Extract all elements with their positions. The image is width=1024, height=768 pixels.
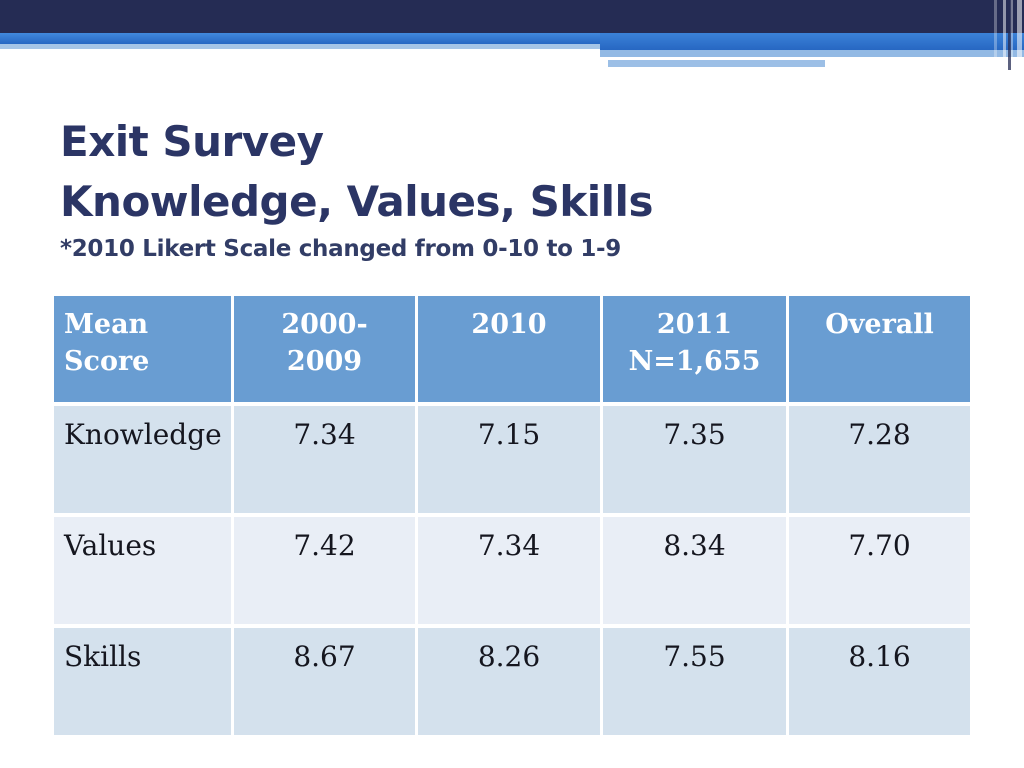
banner-edge-stripes (990, 0, 1024, 70)
banner-navy-bar (0, 0, 1024, 33)
row-label-values: Values (54, 517, 231, 624)
top-banner (0, 0, 1024, 80)
value-skills-2010: 8.26 (418, 628, 600, 735)
title-block: Exit Survey Knowledge, Values, Skills *2… (60, 112, 980, 262)
banner-edge-dark-line (1008, 0, 1011, 70)
header-line: 2010 (471, 309, 547, 340)
value-knowledge-2011: 7.35 (603, 406, 786, 513)
header-cell-2010: 2010 (418, 296, 600, 402)
header-line: Overall (825, 309, 934, 340)
mean-score-table: Mean Score 2000- 2009 2010 2011 N=1,655 … (54, 296, 973, 735)
header-line: 2011 (656, 309, 733, 340)
value-knowledge-2010: 7.15 (418, 406, 600, 513)
header-cell-overall: Overall (789, 296, 970, 402)
slide-footnote: *2010 Likert Scale changed from 0-10 to … (60, 236, 621, 262)
header-cell-mean-score: Mean Score (54, 296, 231, 402)
value-values-overall: 7.70 (789, 517, 970, 624)
value-knowledge-2000-2009: 7.34 (234, 406, 415, 513)
value-knowledge-overall: 7.28 (789, 406, 970, 513)
banner-light-stripe-left (0, 44, 600, 49)
header-line: 2000- (281, 309, 368, 340)
header-cell-2000-2009: 2000- 2009 (234, 296, 415, 402)
banner-light-band2-right (608, 60, 825, 67)
row-label-skills: Skills (54, 628, 231, 735)
value-skills-overall: 8.16 (789, 628, 970, 735)
header-cell-2011: 2011 N=1,655 (603, 296, 786, 402)
banner-blue-block-right (600, 33, 1024, 50)
value-values-2011: 8.34 (603, 517, 786, 624)
value-values-2000-2009: 7.42 (234, 517, 415, 624)
header-line: N=1,655 (628, 346, 761, 377)
value-skills-2011: 7.55 (603, 628, 786, 735)
banner-blue-stripe (0, 33, 1024, 44)
header-line: Score (64, 346, 150, 377)
banner-white-line (608, 57, 948, 60)
value-skills-2000-2009: 8.67 (234, 628, 415, 735)
banner-light-band-right (600, 50, 1024, 57)
header-line: Mean (64, 309, 149, 340)
value-values-2010: 7.34 (418, 517, 600, 624)
row-label-knowledge: Knowledge (54, 406, 231, 513)
slide-title-line1: Exit Survey (60, 117, 324, 166)
slide-title-line2: Knowledge, Values, Skills (60, 177, 653, 226)
header-line: 2009 (286, 346, 363, 377)
